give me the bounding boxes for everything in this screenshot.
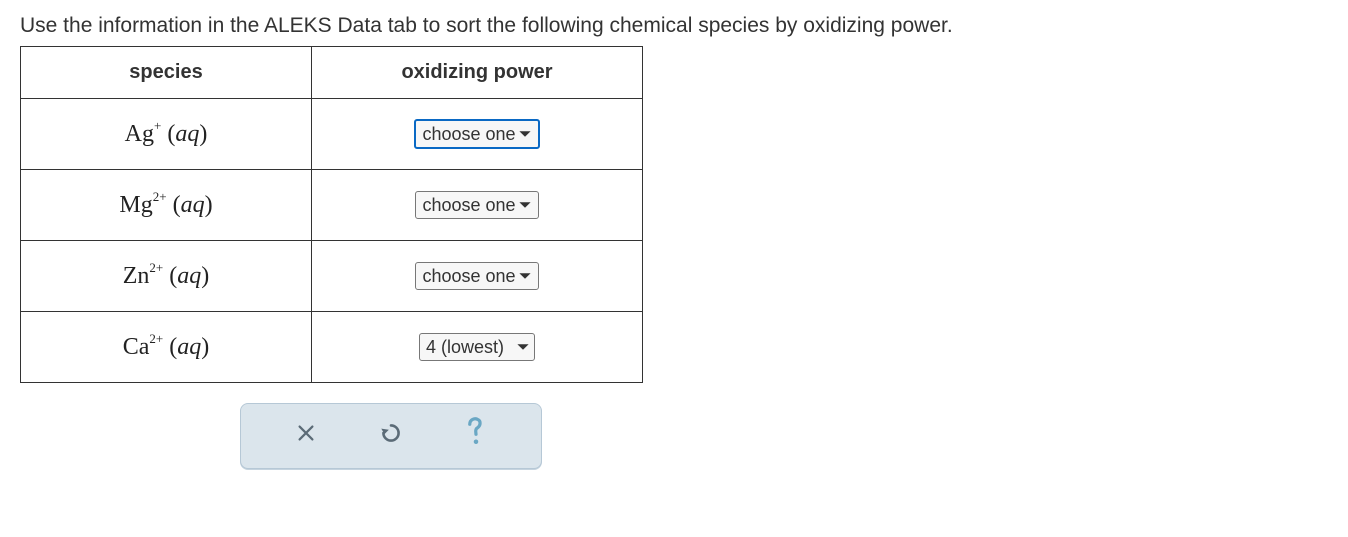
select-value: choose one — [422, 195, 515, 216]
question-prompt: Use the information in the ALEKS Data ta… — [20, 14, 1328, 38]
select-value: choose one — [422, 124, 515, 145]
element-symbol: Mg — [119, 192, 152, 218]
element-symbol: Ag — [125, 121, 154, 147]
help-button[interactable] — [456, 416, 496, 456]
header-oxidizing-power: oxidizing power — [312, 47, 643, 99]
state-label: aq — [181, 192, 205, 218]
charge-superscript: 2+ — [153, 189, 167, 204]
select-value: 4 (lowest) — [426, 337, 504, 358]
species-label: Mg2+ (aq) — [119, 191, 212, 219]
undo-icon — [378, 420, 404, 452]
close-icon — [295, 422, 317, 450]
species-table: species oxidizing power Ag+ (aq) choose … — [20, 46, 643, 383]
state-label: aq — [177, 263, 201, 289]
element-symbol: Zn — [123, 263, 150, 289]
reset-button[interactable] — [371, 416, 411, 456]
select-value: choose one — [422, 266, 515, 287]
oxidizing-power-select[interactable]: choose one — [415, 262, 538, 290]
oxidizing-power-select[interactable]: choose one — [415, 191, 538, 219]
oxidizing-power-select[interactable]: choose one — [414, 119, 539, 149]
species-label: Ca2+ (aq) — [123, 333, 210, 361]
table-row: Ca2+ (aq) 4 (lowest) — [21, 312, 643, 383]
oxidizing-power-select[interactable]: 4 (lowest) — [419, 333, 535, 361]
answer-toolbar — [240, 403, 542, 469]
chevron-down-icon — [518, 127, 532, 141]
species-label: Zn2+ (aq) — [123, 262, 210, 290]
element-symbol: Ca — [123, 334, 150, 360]
state-label: aq — [177, 334, 201, 360]
charge-superscript: 2+ — [149, 331, 163, 346]
header-species: species — [21, 47, 312, 99]
table-row: Mg2+ (aq) choose one — [21, 170, 643, 241]
table-row: Ag+ (aq) choose one — [21, 99, 643, 170]
charge-superscript: + — [154, 118, 161, 133]
chevron-down-icon — [518, 198, 532, 212]
state-label: aq — [175, 121, 199, 147]
table-row: Zn2+ (aq) choose one — [21, 241, 643, 312]
chevron-down-icon — [516, 340, 530, 354]
chevron-down-icon — [518, 269, 532, 283]
question-mark-icon — [461, 413, 491, 459]
charge-superscript: 2+ — [149, 260, 163, 275]
species-label: Ag+ (aq) — [125, 120, 208, 148]
clear-button[interactable] — [286, 416, 326, 456]
